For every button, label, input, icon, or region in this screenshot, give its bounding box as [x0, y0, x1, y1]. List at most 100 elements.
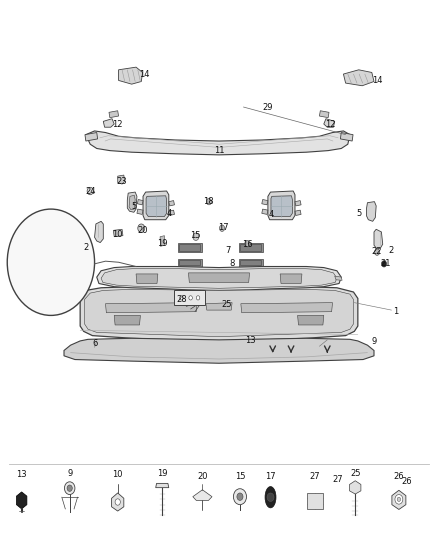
- Text: 17: 17: [218, 223, 229, 232]
- Polygon shape: [103, 119, 114, 127]
- Text: 12: 12: [113, 119, 123, 128]
- Text: 26: 26: [394, 472, 404, 481]
- Circle shape: [237, 493, 243, 500]
- Text: 2: 2: [389, 246, 394, 255]
- Circle shape: [267, 493, 274, 502]
- Text: 27: 27: [310, 472, 320, 481]
- Polygon shape: [367, 201, 376, 221]
- Text: 29: 29: [263, 102, 273, 111]
- Text: 26: 26: [402, 478, 412, 486]
- Text: 17: 17: [265, 472, 276, 481]
- Text: 20: 20: [138, 226, 148, 235]
- Text: 1: 1: [393, 307, 399, 316]
- Polygon shape: [295, 210, 301, 215]
- Circle shape: [7, 209, 95, 316]
- Text: 25: 25: [222, 300, 232, 309]
- Polygon shape: [119, 67, 143, 84]
- Polygon shape: [112, 493, 124, 511]
- Text: 9: 9: [371, 337, 377, 346]
- Circle shape: [115, 499, 120, 505]
- Polygon shape: [169, 210, 174, 215]
- Circle shape: [219, 225, 225, 231]
- Circle shape: [189, 296, 192, 300]
- Polygon shape: [206, 303, 232, 310]
- Text: 9: 9: [67, 470, 72, 478]
- Polygon shape: [177, 243, 201, 252]
- Circle shape: [245, 240, 250, 247]
- Polygon shape: [319, 111, 329, 118]
- Text: 19: 19: [157, 470, 167, 478]
- Polygon shape: [136, 274, 158, 284]
- Polygon shape: [295, 200, 301, 206]
- Text: 8: 8: [230, 260, 235, 268]
- Circle shape: [64, 482, 75, 495]
- Polygon shape: [335, 276, 342, 280]
- Polygon shape: [146, 196, 166, 216]
- Text: 24: 24: [85, 187, 95, 196]
- Polygon shape: [101, 269, 337, 288]
- Polygon shape: [240, 260, 261, 265]
- Circle shape: [233, 489, 247, 505]
- Text: 10: 10: [113, 471, 123, 479]
- Polygon shape: [85, 289, 353, 337]
- Text: 7: 7: [225, 246, 230, 255]
- Text: 2: 2: [83, 244, 88, 253]
- Polygon shape: [138, 199, 143, 205]
- Polygon shape: [169, 200, 174, 206]
- Polygon shape: [80, 287, 358, 341]
- Polygon shape: [350, 481, 361, 494]
- Text: 13: 13: [245, 336, 256, 345]
- Polygon shape: [137, 209, 143, 214]
- Polygon shape: [160, 236, 165, 246]
- Polygon shape: [179, 260, 200, 265]
- Polygon shape: [85, 133, 98, 141]
- Circle shape: [395, 495, 403, 504]
- Text: 22: 22: [372, 247, 382, 256]
- Polygon shape: [262, 209, 268, 214]
- Circle shape: [193, 233, 199, 240]
- Bar: [174, 290, 205, 305]
- Polygon shape: [109, 111, 119, 118]
- Text: 14: 14: [139, 70, 149, 78]
- Polygon shape: [280, 274, 302, 284]
- Circle shape: [206, 198, 212, 205]
- Polygon shape: [129, 195, 135, 209]
- Circle shape: [397, 497, 401, 502]
- Text: 21: 21: [381, 260, 391, 268]
- Polygon shape: [64, 338, 374, 364]
- Polygon shape: [271, 196, 292, 216]
- Polygon shape: [177, 259, 201, 266]
- Text: 19: 19: [157, 239, 167, 248]
- Circle shape: [196, 296, 200, 300]
- Text: 23: 23: [117, 177, 127, 186]
- Text: 27: 27: [332, 475, 343, 483]
- Polygon shape: [188, 273, 250, 282]
- Polygon shape: [343, 70, 374, 86]
- Polygon shape: [143, 191, 169, 220]
- Text: 4: 4: [269, 210, 274, 219]
- Polygon shape: [239, 243, 263, 252]
- Text: 28: 28: [177, 295, 187, 304]
- Circle shape: [67, 485, 72, 491]
- Ellipse shape: [265, 487, 276, 508]
- Polygon shape: [324, 119, 335, 127]
- Text: 18: 18: [203, 197, 214, 206]
- Text: 5: 5: [356, 209, 361, 218]
- Text: 15: 15: [190, 231, 200, 240]
- Polygon shape: [118, 175, 125, 184]
- Text: 16: 16: [243, 240, 253, 249]
- Polygon shape: [193, 490, 212, 500]
- Polygon shape: [113, 229, 123, 237]
- Polygon shape: [95, 221, 103, 243]
- Polygon shape: [155, 483, 169, 488]
- Polygon shape: [268, 191, 295, 220]
- Circle shape: [138, 224, 145, 232]
- Circle shape: [381, 261, 387, 267]
- Text: 12: 12: [325, 119, 336, 128]
- Polygon shape: [340, 133, 353, 141]
- Polygon shape: [179, 244, 200, 251]
- Text: 14: 14: [372, 76, 382, 85]
- Circle shape: [374, 249, 380, 255]
- Polygon shape: [262, 199, 268, 205]
- Polygon shape: [16, 492, 27, 509]
